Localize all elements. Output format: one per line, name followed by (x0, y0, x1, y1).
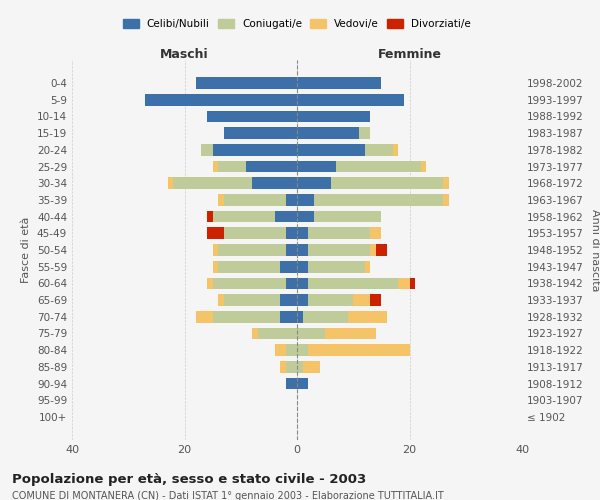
Bar (297, 344, 308, 356)
Bar (370, 228, 382, 239)
Bar (145, 94, 297, 106)
Bar (443, 178, 449, 189)
Bar (207, 278, 212, 289)
Bar (337, 160, 421, 172)
Bar (252, 178, 297, 189)
Bar (308, 244, 370, 256)
Bar (297, 128, 359, 139)
Bar (275, 344, 286, 356)
Bar (365, 261, 370, 272)
Bar (370, 294, 382, 306)
Bar (224, 128, 297, 139)
Bar (218, 160, 247, 172)
Bar (286, 361, 297, 372)
Bar (280, 311, 297, 322)
Bar (297, 328, 325, 340)
Bar (202, 144, 212, 156)
Bar (297, 294, 308, 306)
Bar (302, 361, 320, 372)
Bar (347, 311, 387, 322)
Bar (353, 294, 370, 306)
Bar (376, 244, 387, 256)
Bar (297, 261, 308, 272)
Y-axis label: Anni di nascita: Anni di nascita (590, 209, 600, 291)
Bar (286, 228, 297, 239)
Bar (297, 78, 382, 89)
Bar (297, 244, 308, 256)
Bar (173, 178, 252, 189)
Bar (224, 194, 286, 206)
Bar (196, 311, 212, 322)
Bar (218, 261, 280, 272)
Bar (224, 228, 286, 239)
Text: Popolazione per età, sesso e stato civile - 2003: Popolazione per età, sesso e stato civil… (12, 472, 366, 486)
Legend: Celibi/Nubili, Coniugati/e, Vedovi/e, Divorziati/e: Celibi/Nubili, Coniugati/e, Vedovi/e, Di… (120, 16, 474, 32)
Bar (308, 294, 353, 306)
Bar (167, 178, 173, 189)
Bar (297, 194, 314, 206)
Bar (398, 278, 409, 289)
Bar (280, 261, 297, 272)
Bar (409, 278, 415, 289)
Bar (314, 194, 443, 206)
Bar (308, 278, 398, 289)
Bar (421, 160, 427, 172)
Bar (247, 160, 297, 172)
Bar (297, 278, 308, 289)
Bar (314, 211, 382, 222)
Bar (212, 144, 297, 156)
Bar (392, 144, 398, 156)
Bar (331, 178, 443, 189)
Bar (297, 311, 302, 322)
Text: Maschi: Maschi (160, 48, 209, 62)
Bar (218, 244, 286, 256)
Bar (252, 328, 257, 340)
Bar (212, 160, 218, 172)
Bar (297, 211, 314, 222)
Bar (207, 228, 224, 239)
Bar (297, 110, 370, 122)
Bar (196, 78, 297, 89)
Bar (280, 361, 286, 372)
Bar (297, 94, 404, 106)
Bar (297, 378, 308, 390)
Bar (257, 328, 297, 340)
Bar (212, 261, 218, 272)
Text: COMUNE DI MONTANERA (CN) - Dati ISTAT 1° gennaio 2003 - Elaborazione TUTTITALIA.: COMUNE DI MONTANERA (CN) - Dati ISTAT 1°… (12, 491, 444, 500)
Bar (297, 228, 308, 239)
Bar (286, 244, 297, 256)
Bar (286, 378, 297, 390)
Bar (218, 294, 224, 306)
Bar (212, 211, 275, 222)
Y-axis label: Fasce di età: Fasce di età (22, 217, 31, 283)
Bar (286, 278, 297, 289)
Bar (302, 311, 347, 322)
Bar (370, 244, 376, 256)
Bar (286, 194, 297, 206)
Bar (207, 110, 297, 122)
Bar (286, 344, 297, 356)
Bar (275, 211, 297, 222)
Bar (280, 294, 297, 306)
Bar (325, 328, 376, 340)
Bar (212, 311, 280, 322)
Bar (359, 128, 370, 139)
Bar (207, 211, 212, 222)
Bar (365, 144, 392, 156)
Bar (297, 361, 302, 372)
Bar (297, 144, 365, 156)
Bar (212, 278, 286, 289)
Bar (308, 261, 365, 272)
Text: Femmine: Femmine (377, 48, 442, 62)
Bar (443, 194, 449, 206)
Bar (297, 160, 337, 172)
Bar (308, 228, 370, 239)
Bar (308, 344, 409, 356)
Bar (218, 194, 224, 206)
Bar (212, 244, 218, 256)
Bar (297, 178, 331, 189)
Bar (224, 294, 280, 306)
